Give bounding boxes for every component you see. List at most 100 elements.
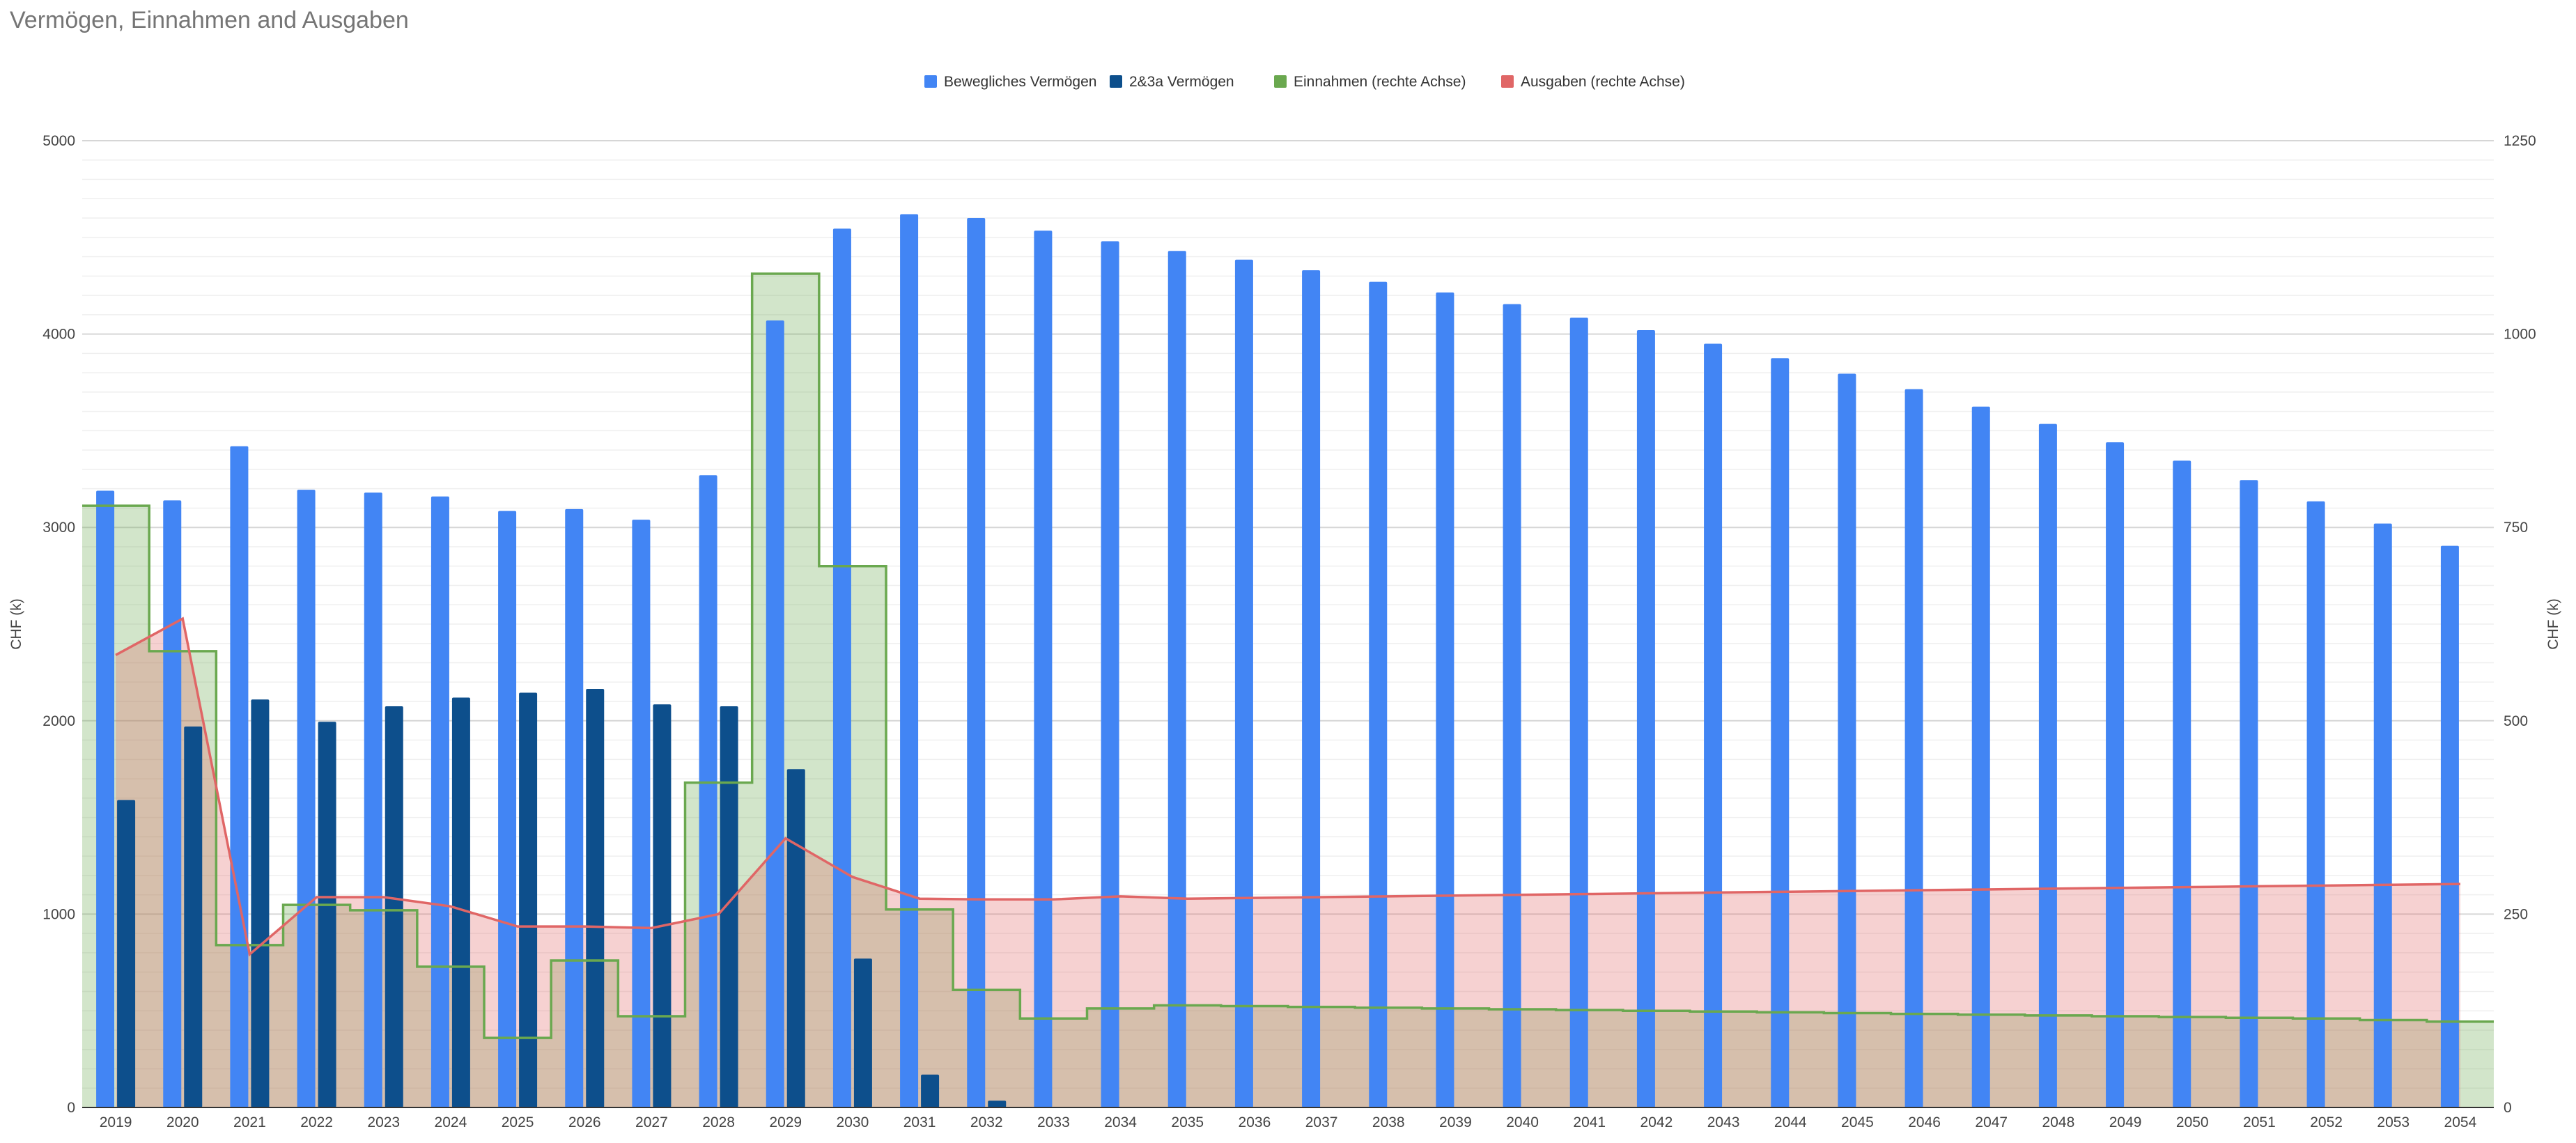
bar-series bbox=[96, 214, 2459, 1108]
legend-swatch bbox=[1501, 75, 1514, 88]
bar-bewegliches-vermoegen bbox=[163, 500, 182, 1107]
x-tick-label: 2044 bbox=[1774, 1114, 1807, 1130]
y-left-tick-label: 4000 bbox=[42, 327, 75, 343]
x-tick-label: 2024 bbox=[435, 1114, 467, 1130]
x-tick-label: 2046 bbox=[1908, 1114, 1941, 1130]
bar-bewegliches-vermoegen bbox=[967, 218, 986, 1107]
bar-bewegliches-vermoegen bbox=[565, 508, 584, 1107]
bar-bewegliches-vermoegen bbox=[1704, 343, 1723, 1108]
x-tick-label: 2049 bbox=[2109, 1114, 2142, 1130]
bar-2-3a-vermoegen bbox=[853, 958, 872, 1107]
bar-bewegliches-vermoegen bbox=[832, 228, 851, 1108]
x-tick-label: 2022 bbox=[300, 1114, 333, 1130]
x-tick-label: 2020 bbox=[166, 1114, 199, 1130]
legend: Bewegliches Vermögen 2&3a Vermögen Einnahm… bbox=[924, 74, 1685, 90]
x-tick-label: 2042 bbox=[1640, 1114, 1673, 1130]
y-left-tick-label: 1000 bbox=[42, 906, 75, 922]
gridlines bbox=[82, 140, 2494, 1089]
x-tick-label: 2028 bbox=[702, 1114, 735, 1130]
bar-bewegliches-vermoegen bbox=[1302, 270, 1321, 1108]
bar-bewegliches-vermoegen bbox=[2173, 460, 2191, 1107]
legend-swatch bbox=[1274, 75, 1287, 88]
bar-bewegliches-vermoegen bbox=[1234, 259, 1253, 1107]
legend-label: Einnahmen (rechte Achse) bbox=[1294, 74, 1466, 90]
x-tick-label: 2036 bbox=[1239, 1114, 1271, 1130]
legend-swatch bbox=[924, 75, 937, 88]
bar-2-3a-vermoegen bbox=[786, 769, 805, 1107]
y-right-tick-label: 1250 bbox=[2504, 133, 2536, 149]
x-tick-label: 2040 bbox=[1506, 1114, 1539, 1130]
legend-label: Bewegliches Vermögen bbox=[944, 74, 1096, 90]
bar-2-3a-vermoegen bbox=[385, 706, 403, 1107]
bar-bewegliches-vermoegen bbox=[1569, 318, 1588, 1107]
bar-2-3a-vermoegen bbox=[117, 800, 136, 1107]
bar-bewegliches-vermoegen bbox=[1636, 330, 1655, 1108]
x-tick-label: 2050 bbox=[2176, 1114, 2209, 1130]
x-tick-label: 2032 bbox=[970, 1114, 1003, 1130]
x-tick-label: 2031 bbox=[903, 1114, 936, 1130]
bar-bewegliches-vermoegen bbox=[2106, 442, 2125, 1107]
bar-bewegliches-vermoegen bbox=[900, 214, 919, 1107]
x-tick-label: 2025 bbox=[502, 1114, 534, 1130]
x-tick-label: 2053 bbox=[2377, 1114, 2410, 1130]
x-tick-label: 2038 bbox=[1372, 1114, 1405, 1130]
y-left-tick-label: 0 bbox=[67, 1100, 75, 1116]
y-right-tick-label: 250 bbox=[2504, 906, 2528, 922]
bar-bewegliches-vermoegen bbox=[96, 490, 115, 1107]
bar-bewegliches-vermoegen bbox=[1838, 373, 1856, 1107]
x-tick-label: 2023 bbox=[367, 1114, 400, 1130]
bar-2-3a-vermoegen bbox=[988, 1101, 1007, 1107]
legend-swatch bbox=[1110, 75, 1122, 88]
bar-bewegliches-vermoegen bbox=[1971, 406, 1990, 1107]
bar-bewegliches-vermoegen bbox=[1034, 231, 1053, 1108]
bar-bewegliches-vermoegen bbox=[1904, 389, 1923, 1107]
x-tick-label: 2034 bbox=[1104, 1114, 1137, 1130]
bar-bewegliches-vermoegen bbox=[1167, 251, 1186, 1108]
bar-bewegliches-vermoegen bbox=[2038, 423, 2057, 1107]
bar-bewegliches-vermoegen bbox=[230, 446, 249, 1107]
x-tick-label: 2037 bbox=[1305, 1114, 1338, 1130]
bar-bewegliches-vermoegen bbox=[498, 511, 517, 1107]
einnahmen-line bbox=[82, 272, 2494, 1039]
y-right-tick-label: 1000 bbox=[2504, 327, 2536, 343]
bar-bewegliches-vermoegen bbox=[2306, 501, 2325, 1107]
x-tick-label: 2054 bbox=[2444, 1114, 2477, 1130]
x-tick-label: 2019 bbox=[100, 1114, 132, 1130]
x-tick-label: 2047 bbox=[1975, 1114, 2008, 1130]
x-tick-label: 2045 bbox=[1841, 1114, 1874, 1130]
bar-2-3a-vermoegen bbox=[586, 688, 605, 1107]
bar-bewegliches-vermoegen bbox=[699, 475, 717, 1107]
x-tick-label: 2026 bbox=[568, 1114, 601, 1130]
bar-bewegliches-vermoegen bbox=[1771, 358, 1790, 1107]
x-tick-label: 2035 bbox=[1171, 1114, 1204, 1130]
bar-bewegliches-vermoegen bbox=[297, 490, 316, 1107]
x-tick-label: 2030 bbox=[837, 1114, 869, 1130]
legend-label: 2&3a Vermögen bbox=[1129, 74, 1234, 90]
x-tick-label: 2029 bbox=[769, 1114, 802, 1130]
bar-bewegliches-vermoegen bbox=[364, 492, 382, 1107]
x-tick-label: 2043 bbox=[1707, 1114, 1740, 1130]
bar-bewegliches-vermoegen bbox=[1101, 241, 1119, 1107]
bar-bewegliches-vermoegen bbox=[2240, 480, 2258, 1107]
bar-bewegliches-vermoegen bbox=[2373, 523, 2392, 1107]
bar-2-3a-vermoegen bbox=[184, 726, 203, 1107]
x-tick-label: 2033 bbox=[1037, 1114, 1070, 1130]
bar-bewegliches-vermoegen bbox=[1503, 304, 1521, 1107]
bar-2-3a-vermoegen bbox=[720, 706, 738, 1107]
x-tick-label: 2051 bbox=[2243, 1114, 2276, 1130]
axes: 0 1000 2000 3000 4000 5000 0 250 500 750 1000 1250 C… bbox=[8, 133, 2561, 1130]
x-tick-label: 2052 bbox=[2310, 1114, 2343, 1130]
bar-2-3a-vermoegen bbox=[519, 692, 538, 1107]
bar-2-3a-vermoegen bbox=[921, 1074, 940, 1107]
ausgaben-line bbox=[115, 616, 2460, 957]
y-right-tick-label: 500 bbox=[2504, 713, 2528, 729]
bar-2-3a-vermoegen bbox=[451, 697, 470, 1107]
y-left-tick-label: 3000 bbox=[42, 520, 75, 536]
x-tick-label: 2021 bbox=[233, 1114, 266, 1130]
bar-bewegliches-vermoegen bbox=[632, 520, 651, 1107]
y-left-tick-label: 2000 bbox=[42, 713, 75, 729]
chart-title: Vermögen, Einnahmen and Ausgaben bbox=[10, 7, 409, 33]
bar-bewegliches-vermoegen bbox=[2440, 545, 2459, 1107]
y-right-tick-label: 0 bbox=[2504, 1100, 2512, 1116]
